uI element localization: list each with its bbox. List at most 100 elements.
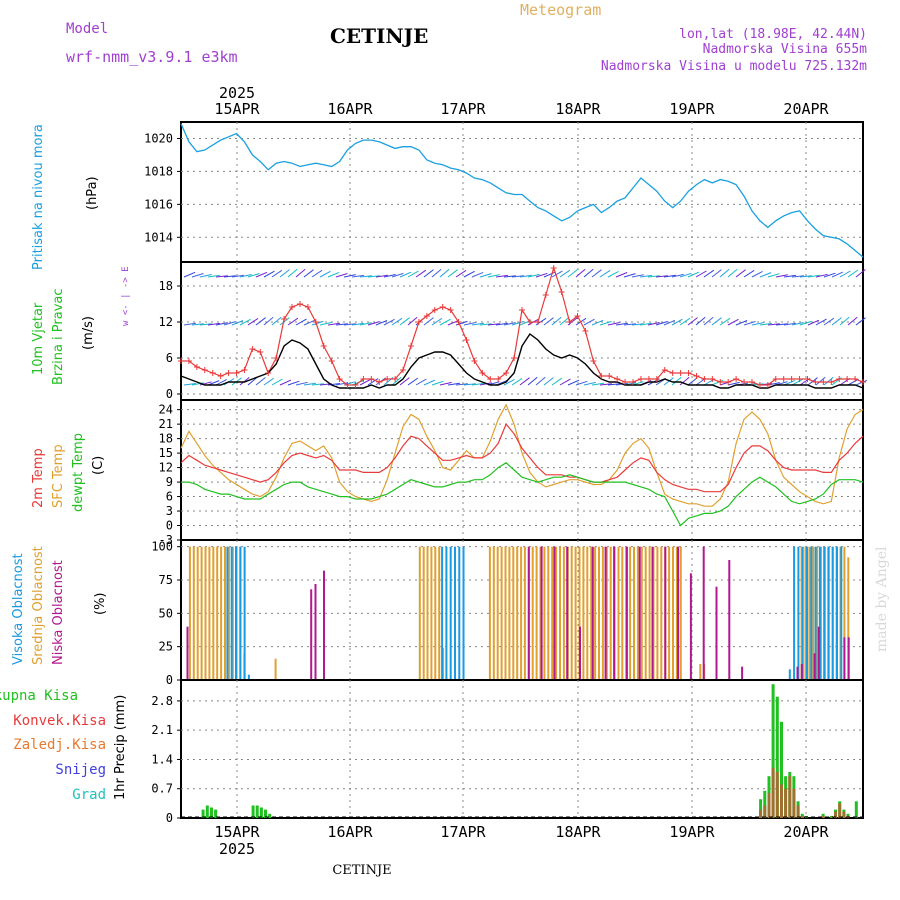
precip-bar-konvek-kisa — [800, 815, 804, 818]
cloud-bar-srednja-oblacnost — [629, 546, 632, 679]
credit-watermark: made by Angel — [874, 546, 890, 652]
wind-max-marker — [526, 319, 533, 325]
cloud-bar-visoka-oblacnost — [243, 546, 246, 679]
wind-direction-arrow — [391, 272, 404, 278]
ytick-label-precip: 2.8 — [151, 694, 173, 708]
ytick-label-precip: 1.4 — [151, 752, 173, 766]
wind-max-marker — [257, 349, 264, 355]
wind-direction-arrow — [431, 380, 444, 386]
cloud-bar-srednja-oblacnost — [820, 546, 822, 679]
cloud-bar-srednja-oblacnost — [633, 546, 635, 679]
wind-direction-arrow — [855, 317, 866, 326]
wind-max-marker — [574, 313, 581, 319]
temp-labels: 2m Temp SFC Temp dewpt Temp (C) — [31, 433, 106, 512]
cloud-bar-visoka-oblacnost — [247, 674, 250, 679]
wind-direction-arrow — [191, 323, 204, 326]
wind-direction-arrow — [439, 268, 450, 278]
cloud-bar-visoka-oblacnost — [818, 546, 821, 679]
wind-direction-arrow — [615, 272, 628, 278]
wind-direction-arrow — [831, 271, 844, 278]
cloud-bar-visoka-oblacnost — [840, 546, 843, 679]
precip-bar-konvek-kisa — [792, 788, 796, 818]
wind-direction-arrow — [399, 377, 410, 386]
cloud-bar-visoka-oblacnost — [827, 546, 830, 679]
wind-direction-arrow — [447, 319, 460, 326]
cloud-bar-srednja-oblacnost — [590, 546, 593, 679]
cloud-bar-niska-oblacnost — [664, 546, 667, 679]
cloud-bar-niska-oblacnost — [566, 546, 569, 679]
cloud-bar-visoka-oblacnost — [797, 546, 800, 679]
cloud-bar-srednja-oblacnost — [598, 546, 600, 679]
wind-direction-arrow — [303, 319, 316, 326]
cloud-bar-srednja-oblacnost — [531, 546, 534, 679]
wind-direction-arrow — [455, 269, 467, 278]
legend-strat: Zaledj.Kisa — [13, 737, 106, 753]
wind-direction-arrow — [631, 274, 644, 278]
wind-direction-arrow — [295, 381, 308, 386]
cloud-bar-srednja-oblacnost — [500, 546, 503, 679]
wind-max-marker — [558, 289, 565, 295]
wind-max-marker — [693, 373, 700, 379]
wind-direction-arrow — [239, 274, 252, 278]
wind-max-marker — [407, 343, 414, 349]
panel-frame-precip — [180, 679, 864, 819]
wind-direction-arrow — [783, 274, 796, 278]
cloud-bar-visoka-oblacnost — [823, 546, 826, 679]
date-label-bottom: 18APR — [555, 823, 601, 841]
temp-unit: (C) — [91, 456, 106, 475]
date-label-bottom: 17APR — [440, 823, 486, 841]
wind-direction-arrow — [559, 378, 571, 386]
wind-direction-arrow — [751, 322, 764, 326]
date-label-top: 20APR — [783, 100, 829, 118]
wind-direction-arrow — [575, 268, 586, 278]
wind-direction-arrow — [335, 273, 348, 278]
cloud-bar-srednja-oblacnost — [570, 546, 573, 679]
wind-direction-arrow — [215, 275, 228, 278]
ytick-label-pressure: 1016 — [144, 197, 173, 211]
meteogram-title: Meteogram — [520, 1, 601, 19]
cloud-bar-srednja-oblacnost — [208, 546, 211, 679]
wind-direction-arrow — [415, 269, 427, 278]
wind-direction-arrow — [455, 320, 468, 326]
model-altitude-label: Nadmorska Visina u modelu 725.132m — [601, 59, 867, 74]
wind-direction-arrow — [279, 317, 290, 326]
wind-max-marker — [741, 379, 748, 385]
wind-direction-arrow — [663, 274, 676, 278]
precip-bar-ukupna-kisa — [259, 807, 263, 818]
wind-max-marker — [844, 376, 851, 382]
cloud-unit: (%) — [93, 593, 108, 616]
cloud-bar-srednja-oblacnost — [843, 546, 846, 679]
wind-direction-arrow — [823, 317, 835, 326]
ytick-label-clouds: 25 — [159, 640, 173, 654]
wind-max-marker — [336, 376, 343, 382]
wind-direction-arrow — [295, 318, 307, 326]
wind-direction-arrow — [815, 273, 828, 278]
cloud-label-high: Visoka Oblacnost — [11, 553, 26, 665]
precip-bar-ukupna-kisa — [264, 809, 267, 818]
precip-unit: 1hr Precip (mm) — [113, 695, 128, 800]
precip-bar-ukupna-kisa — [214, 809, 218, 818]
panel-frame-wind — [180, 261, 864, 401]
wind-direction-arrow — [719, 268, 730, 278]
cloud-bar-srednja-oblacnost — [438, 546, 441, 679]
wind-max-marker — [860, 379, 866, 385]
cloud-bar-niska-oblacnost — [796, 666, 799, 679]
wind-direction-arrow — [407, 377, 419, 386]
wind-direction-arrow — [503, 322, 516, 326]
bottom-date-axis: 15APR 16APR 17APR 18APR 19APR 20APR 2025 — [214, 823, 829, 858]
year-label-bottom: 2025 — [219, 840, 255, 858]
cloud-bar-srednja-oblacnost — [418, 546, 421, 679]
wind-direction-arrow — [623, 323, 636, 326]
wind-ylabel2: Brzina i Pravac — [51, 288, 66, 385]
cloud-bar-niska-oblacnost — [728, 560, 731, 679]
ytick-label-clouds: 0 — [166, 673, 173, 687]
cloud-bar-srednja-oblacnost — [227, 546, 230, 679]
wind-direction-arrow — [447, 269, 458, 278]
wind-direction-arrow — [591, 382, 604, 386]
wind-direction-arrow — [391, 317, 403, 326]
cloud-bar-visoka-oblacnost — [226, 546, 229, 679]
ytick-label-temp: 21 — [159, 417, 173, 431]
wind-max-marker — [185, 358, 192, 364]
precip-bar-ukupna-kisa — [775, 696, 779, 818]
cloud-bar-niska-oblacnost — [741, 666, 744, 679]
